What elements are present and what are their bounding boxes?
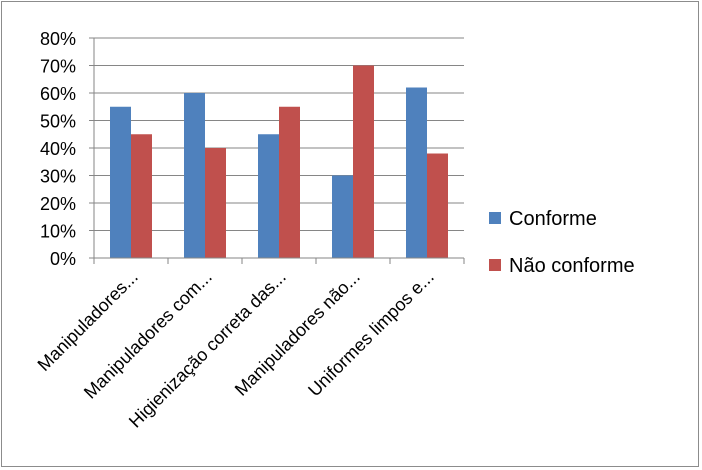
bar-conforme-4 xyxy=(406,87,427,258)
y-tick-label: 80% xyxy=(40,29,76,49)
x-tick-label: Manipuladores não... xyxy=(231,267,364,400)
x-axis-tick-labels: Manipuladores...Manipuladores com...Higi… xyxy=(34,267,438,432)
y-tick-label: 30% xyxy=(40,167,76,187)
y-tick-label: 50% xyxy=(40,112,76,132)
bar-conforme-1 xyxy=(184,93,205,258)
y-tick-label: 20% xyxy=(40,194,76,214)
x-tick-label: Higienização correta das... xyxy=(125,267,290,432)
legend: Conforme Não conforme xyxy=(489,208,635,277)
y-axis-tick-labels: 0% 10% 20% 30% 40% 50% 60% 70% 80% xyxy=(40,29,76,269)
bar-conforme-3 xyxy=(332,175,353,258)
bar-conforme-0 xyxy=(110,106,131,258)
axes xyxy=(89,37,465,264)
x-tick-label: Uniformes limpos e... xyxy=(304,267,438,401)
legend-swatch xyxy=(489,259,501,271)
legend-label: Não conforme xyxy=(509,255,635,277)
bar-n-o-conforme-3 xyxy=(353,65,374,258)
x-tick-label: Manipuladores com... xyxy=(80,267,216,403)
legend-swatch xyxy=(489,212,501,224)
y-tick-label: 60% xyxy=(40,84,76,104)
bar-n-o-conforme-1 xyxy=(205,148,226,258)
bar-n-o-conforme-4 xyxy=(427,153,448,258)
y-tick-label: 10% xyxy=(40,222,76,242)
bars xyxy=(110,65,448,258)
bar-n-o-conforme-0 xyxy=(131,134,152,258)
y-tick-label: 40% xyxy=(40,139,76,159)
bar-conforme-2 xyxy=(258,134,279,258)
bar-n-o-conforme-2 xyxy=(279,106,300,258)
y-tick-label: 0% xyxy=(50,249,76,269)
y-tick-label: 70% xyxy=(40,57,76,77)
legend-label: Conforme xyxy=(509,208,597,230)
